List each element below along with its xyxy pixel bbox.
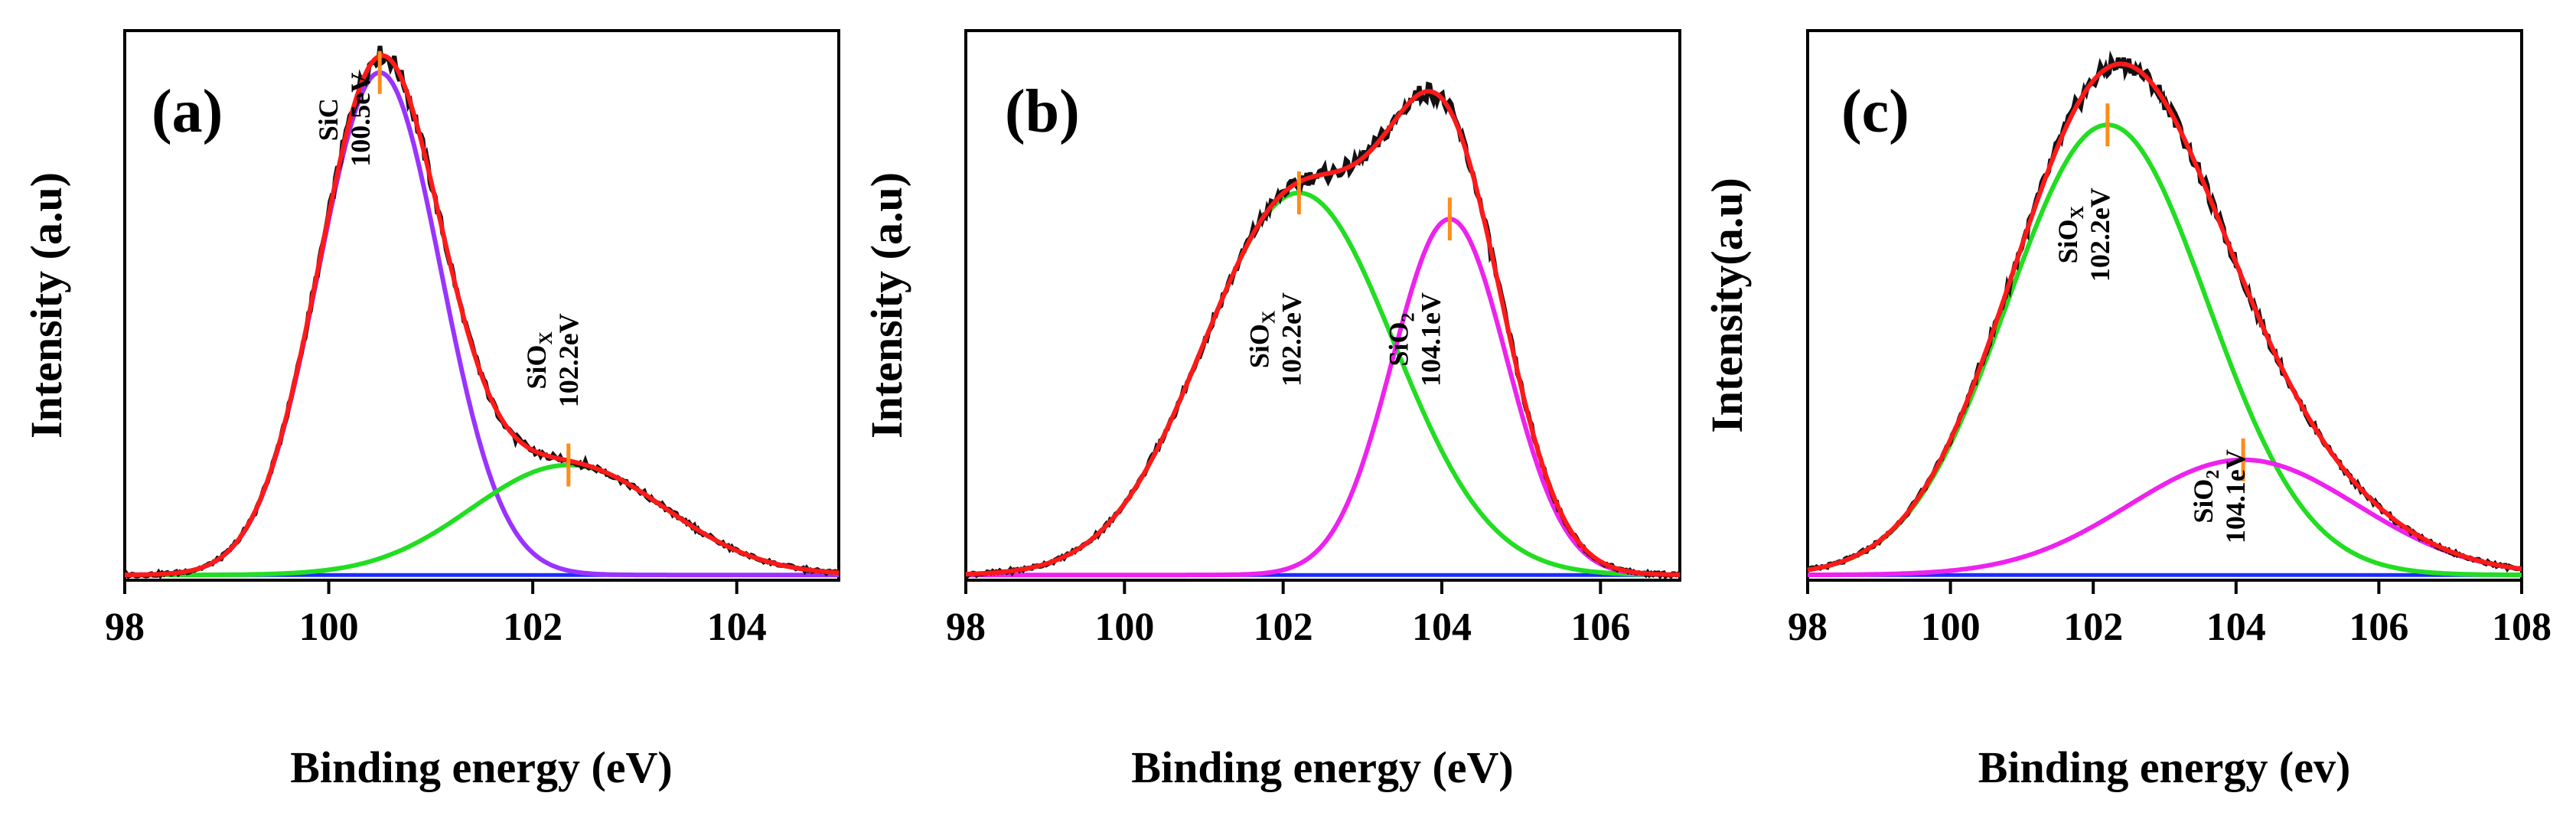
panel-b-frame: [964, 29, 1681, 582]
peak-name: SiO: [1383, 321, 1414, 366]
panel-c-frame: [1806, 29, 2523, 582]
panel-c-ticks: 98 100 102 104 106 108: [1788, 580, 2552, 649]
panel-b-curves: [964, 81, 1682, 580]
panel-a-xtick-label: 102: [503, 605, 562, 649]
panel-a-xtick-label: 104: [707, 605, 767, 649]
panel-b-fit-envelope: [965, 89, 1681, 577]
panel-c-xtick-label: 106: [2349, 605, 2408, 649]
panel-b-measured-data: [964, 81, 1682, 580]
panel-a-label: (a): [152, 78, 223, 145]
panel-b-energy-SiOX: 102.2eV: [1276, 292, 1306, 387]
panel-b-label-SiOX: SiOX: [1244, 310, 1279, 368]
panel-c-xtick-label: 102: [2063, 605, 2123, 649]
panel-c-label-SiO2: SiO2: [2188, 470, 2223, 524]
panel-a-label-SiOX: SiOX: [521, 331, 556, 389]
peak-subscript: X: [1259, 310, 1279, 324]
panel-c-peak-SiO2: [1808, 457, 2522, 578]
panel-c-energy-SiOX: 102.2eV: [2085, 188, 2115, 282]
panel-a-xlabel: Binding energy (eV): [290, 742, 672, 792]
panel-b-peak-SiOX: [965, 191, 1680, 577]
peak-subscript: X: [536, 331, 556, 344]
panel-a-ticks: 98 100 102 104: [105, 580, 767, 649]
panel-c-energy-SiO2: 104.1eV: [2220, 449, 2251, 543]
panel-a-xtick-label: 100: [299, 605, 359, 649]
panel-a-xtick-label: 98: [105, 605, 145, 649]
panel-c-measured-data: [1807, 50, 2523, 573]
panel-c-xtick-label: 108: [2492, 605, 2552, 649]
panel-c-peak-SiOX: [1807, 122, 2522, 578]
panel-a-fit-envelope: [125, 53, 840, 577]
peak-name: SiO: [2188, 479, 2219, 524]
panel-c-label-SiOX: SiOX: [2053, 205, 2088, 263]
panel-b-energy-SiO2: 104.1eV: [1415, 292, 1446, 387]
peak-name: SiC: [313, 98, 344, 141]
peak-name: SiO: [521, 344, 552, 389]
panel-a-frame: [123, 29, 840, 582]
peak-subscript: X: [2068, 205, 2088, 219]
panel-b-label-SiO2: SiO2: [1383, 312, 1418, 366]
panel-c-xtick-label: 98: [1788, 605, 1828, 649]
panel-c: 98 100 102 104 106 108 (c) Binding energy (ev…: [1702, 29, 2552, 792]
panel-c-fit-envelope: [1807, 61, 2522, 573]
panel-b-xtick-label: 100: [1094, 605, 1154, 649]
panel-b-xtick-label: 104: [1412, 605, 1472, 649]
panel-a-measured-data: [122, 45, 840, 579]
panel-c-xtick-label: 104: [2206, 605, 2266, 649]
peak-name: SiO: [2053, 219, 2083, 263]
panel-c-curves: [1807, 50, 2523, 578]
panel-c-ylabel: Intensity(a.u): [1702, 178, 1752, 433]
panel-b-xtick-label: 98: [946, 605, 986, 649]
panel-b-ticks: 98 100 102 104 106: [946, 580, 1630, 649]
panel-a-peak-SiOX: [125, 462, 840, 578]
panel-a-label-SiC: SiC: [313, 98, 344, 141]
panel-c-xlabel: Binding energy (ev): [1978, 742, 2351, 792]
panel-b-xlabel: Binding energy (eV): [1131, 742, 1513, 792]
panel-b-label: (b): [1005, 78, 1080, 145]
panel-b-peak-SiO2: [966, 217, 1680, 578]
panel-c-label: (c): [1841, 78, 1909, 145]
peak-name: SiO: [1244, 324, 1274, 368]
panel-a-curves: [122, 45, 840, 579]
peak-subscript: 2: [1398, 312, 1418, 321]
panel-a: 98 100 102 104 (a) Binding energy (eV) Inte…: [21, 29, 840, 792]
panel-b-ylabel: Intensity (a.u): [862, 172, 911, 439]
panel-a-energy-SiOX: 102.2eV: [553, 313, 584, 407]
panel-a-energy-SiC: 100.5eV: [345, 73, 376, 167]
panel-a-ylabel: Intensity (a.u): [21, 172, 71, 439]
peak-subscript: 2: [2203, 470, 2223, 479]
panel-b-xtick-label: 102: [1254, 605, 1313, 649]
panel-c-xtick-label: 100: [1921, 605, 1981, 649]
panel-b-xtick-label: 106: [1570, 605, 1630, 649]
panel-b: 98 100 102 104 106 (b) Binding energy (eV) I…: [862, 29, 1682, 792]
